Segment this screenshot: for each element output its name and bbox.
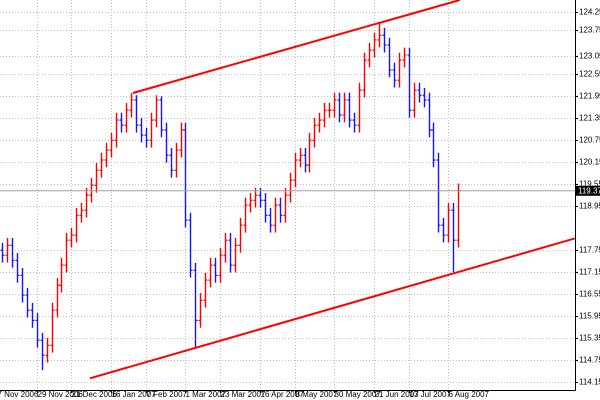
y-tick-label: 118.95 xyxy=(579,202,600,211)
x-tick-label: 21 Dec 2006 xyxy=(72,390,118,399)
plot-area xyxy=(0,0,575,380)
x-tick-label: 8 May 2007 xyxy=(296,390,338,399)
x-tick-label: 23 Mar 2007 xyxy=(221,390,266,399)
last-price-label: 119.37 xyxy=(578,186,600,195)
x-tick-label: 29 Nov 2006 xyxy=(38,390,84,399)
last-price-box xyxy=(576,185,600,196)
y-tick-label: 115.95 xyxy=(579,312,600,321)
y-tick-label: 114.15 xyxy=(579,378,600,387)
y-tick-label: 120.75 xyxy=(579,136,600,145)
x-tick-label: 21 Jun 2007 xyxy=(375,390,420,399)
x-tick-label: 30 May 2007 xyxy=(335,390,382,399)
trend-line xyxy=(89,237,575,380)
y-tick-label: 122.55 xyxy=(579,70,600,79)
y-tick-label: 117.75 xyxy=(579,246,600,255)
y-tick-label: 119.55 xyxy=(579,180,600,189)
y-tick-label: 120.15 xyxy=(579,158,600,167)
axes: 124.25 123.75 123.05 122.55 121.95 121.35 120.… xyxy=(0,8,600,399)
y-tick-label: 121.95 xyxy=(579,92,600,101)
trend-line xyxy=(132,0,461,94)
x-tick-label: 7 Feb 2007 xyxy=(147,390,188,399)
x-tick-label: 7 Nov 2006 xyxy=(0,390,39,399)
y-tick-label: 123.75 xyxy=(579,26,600,35)
y-tick-label: 116.55 xyxy=(579,290,600,299)
x-tick-label: 1 Mar 2007 xyxy=(186,390,227,399)
x-tick-label: 6 Aug 2007 xyxy=(449,390,490,399)
y-tick-label: 115.35 xyxy=(579,334,600,343)
x-tick-label: 13 Jul 2007 xyxy=(410,390,452,399)
y-tick-label: 124.25 xyxy=(579,8,600,17)
x-tick-label: 16 Apr 2007 xyxy=(261,390,305,399)
y-tick-label: 123.05 xyxy=(579,52,600,61)
x-tick-label: 16 Jan 2007 xyxy=(112,390,157,399)
y-tick-label: 117.15 xyxy=(579,268,600,277)
y-tick-label: 114.75 xyxy=(579,356,600,365)
y-tick-label: 121.35 xyxy=(579,114,600,123)
